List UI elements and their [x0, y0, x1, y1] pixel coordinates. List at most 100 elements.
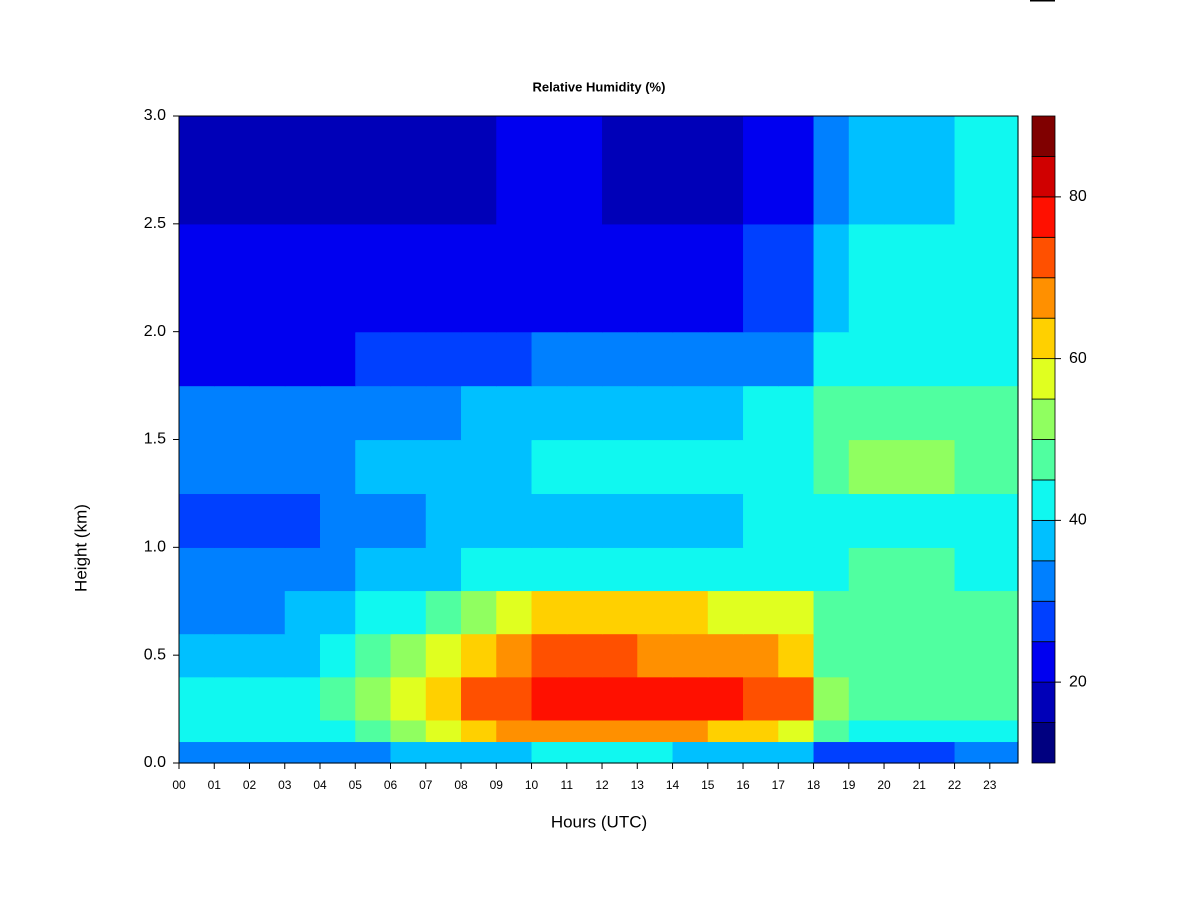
heatmap-cell [566, 547, 603, 592]
heatmap-cell [848, 676, 885, 721]
heatmap-cell [707, 331, 744, 387]
heatmap-cell [355, 493, 392, 548]
heatmap-cell [249, 439, 286, 495]
y-tick-label: 1.0 [144, 539, 166, 556]
heatmap-cell [390, 385, 427, 441]
heatmap-cell [707, 116, 744, 225]
x-tick-label: 07 [419, 778, 433, 792]
heatmap-cell [355, 547, 392, 592]
heatmap-cell [496, 331, 533, 387]
heatmap-cell [672, 385, 709, 441]
y-tick-label: 2.0 [144, 323, 166, 340]
colorbar-tick-label: 60 [1069, 350, 1087, 367]
colorbar-tick-label: 80 [1069, 188, 1087, 205]
heatmap-cell [284, 741, 321, 764]
heatmap-cell [496, 385, 533, 441]
heatmap-cell [249, 741, 286, 764]
heatmap-cell [249, 116, 286, 225]
heatmap-cell [672, 676, 709, 721]
heatmap-cell [284, 547, 321, 592]
heatmap-cell [531, 590, 568, 635]
heatmap-cell [496, 676, 533, 721]
heatmap-cell [355, 116, 392, 225]
colorbar-cell [1031, 156, 1056, 198]
x-tick-label: 00 [172, 778, 186, 792]
heatmap-cell [989, 741, 1019, 764]
heatmap-cell [743, 116, 779, 225]
heatmap-cell [320, 331, 356, 387]
heatmap-cell [919, 116, 956, 225]
colorbar-cell [1031, 236, 1056, 279]
heatmap-cell [461, 741, 497, 764]
heatmap-cell [919, 719, 956, 743]
heatmap-cell [672, 719, 709, 743]
heatmap-cell [390, 493, 427, 548]
y-tick-label: 2.5 [144, 215, 166, 232]
heatmap-cell [284, 223, 321, 333]
heatmap-cell [707, 547, 744, 592]
heatmap [179, 116, 1019, 764]
heatmap-cell [320, 676, 356, 721]
heatmap-cell [461, 493, 497, 548]
heatmap-cell [214, 439, 251, 495]
heatmap-cell [284, 385, 321, 441]
heatmap-cell [284, 331, 321, 387]
heatmap-cell [425, 223, 462, 333]
heatmap-cell [425, 331, 462, 387]
heatmap-cell [919, 439, 956, 495]
heatmap-cell [954, 116, 991, 225]
heatmap-cell [531, 439, 568, 495]
colorbar-cell [1031, 600, 1056, 643]
heatmap-cell [672, 116, 709, 225]
heatmap-cell [813, 741, 850, 764]
heatmap-cell [989, 116, 1019, 225]
heatmap-cell [707, 590, 744, 635]
heatmap-cell [602, 719, 638, 743]
y-tick-label: 1.5 [144, 431, 166, 448]
heatmap-cell [355, 223, 392, 333]
colorbar-cell [1031, 641, 1056, 683]
heatmap-cell [390, 439, 427, 495]
heatmap-cell [355, 331, 392, 387]
x-tick-label: 20 [877, 778, 891, 792]
x-tick-label: 11 [561, 778, 574, 792]
heatmap-cell [320, 116, 356, 225]
heatmap-cell [425, 385, 462, 441]
heatmap-cell [637, 547, 674, 592]
heatmap-cell [425, 547, 462, 592]
colorbar-cell [1031, 115, 1056, 157]
heatmap-cell [566, 116, 603, 225]
heatmap-cell [813, 385, 850, 441]
heatmap-cell [672, 331, 709, 387]
heatmap-cell [390, 590, 427, 635]
heatmap-cell [637, 493, 674, 548]
heatmap-cell [813, 223, 850, 333]
heatmap-cell [461, 719, 497, 743]
heatmap-cell [813, 590, 850, 635]
heatmap-cell [496, 633, 533, 678]
heatmap-cell [531, 331, 568, 387]
heatmap-cell [848, 223, 885, 333]
heatmap-cell [179, 741, 215, 764]
heatmap-cell [989, 547, 1019, 592]
heatmap-cell [602, 116, 638, 225]
heatmap-cell [884, 385, 920, 441]
heatmap-cell [637, 590, 674, 635]
heatmap-cell [284, 676, 321, 721]
heatmap-cell [954, 439, 991, 495]
heatmap-cell [531, 633, 568, 678]
heatmap-cell [637, 676, 674, 721]
heatmap-cell [425, 493, 462, 548]
heatmap-cell [179, 493, 215, 548]
heatmap-cell [707, 633, 744, 678]
heatmap-cell [496, 223, 533, 333]
heatmap-cell [461, 633, 497, 678]
heatmap-cell [531, 493, 568, 548]
heatmap-cell [214, 116, 251, 225]
heatmap-cell [672, 741, 709, 764]
heatmap-cell [566, 331, 603, 387]
heatmap-cell [425, 439, 462, 495]
heatmap-cell [461, 439, 497, 495]
